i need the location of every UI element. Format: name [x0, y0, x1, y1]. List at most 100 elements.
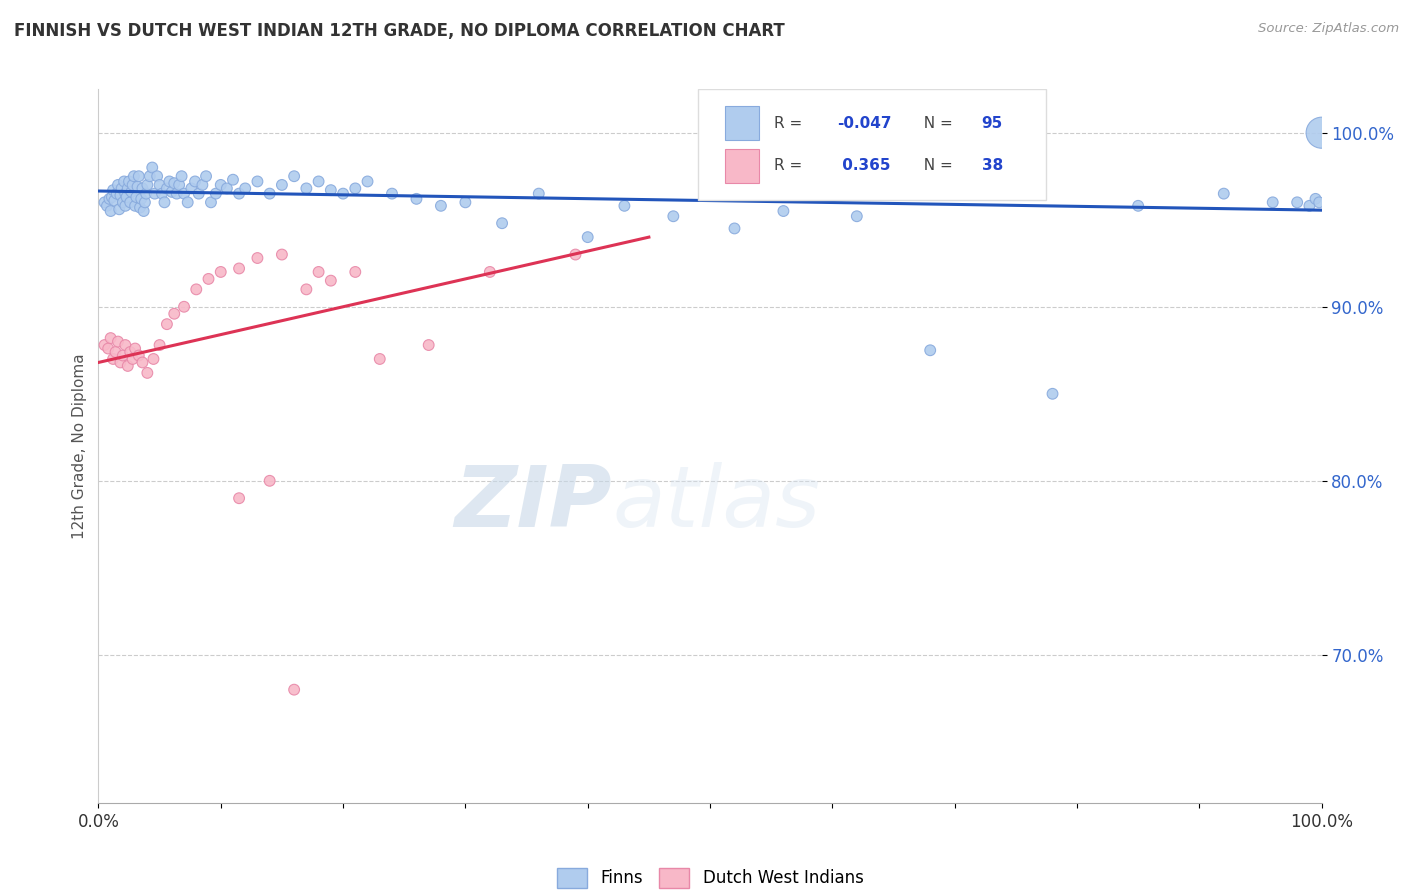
Point — [142, 351, 165, 366]
Point — [723, 221, 745, 235]
Point — [215, 181, 238, 195]
Point — [319, 183, 342, 197]
Point — [613, 199, 636, 213]
Point — [270, 178, 294, 192]
Point — [166, 186, 188, 201]
Point — [93, 195, 115, 210]
Point — [121, 351, 143, 366]
Point — [121, 178, 143, 192]
Point — [108, 202, 131, 217]
Point — [845, 209, 868, 223]
Point — [564, 247, 586, 261]
Point — [967, 186, 990, 201]
Point — [1286, 195, 1309, 210]
Point — [101, 183, 124, 197]
Point — [177, 195, 200, 210]
Point — [200, 195, 222, 210]
Point — [1212, 186, 1234, 201]
Point — [156, 317, 179, 331]
Point — [772, 204, 794, 219]
Point — [122, 169, 145, 184]
Legend: Finns, Dutch West Indians: Finns, Dutch West Indians — [550, 861, 870, 892]
Point — [527, 186, 550, 201]
Point — [101, 351, 124, 366]
Point — [163, 307, 186, 321]
Text: 0.365: 0.365 — [837, 158, 891, 173]
Text: Source: ZipAtlas.com: Source: ZipAtlas.com — [1258, 22, 1399, 36]
Point — [167, 178, 190, 192]
FancyBboxPatch shape — [697, 89, 1046, 200]
Point — [101, 190, 124, 204]
Point — [111, 181, 134, 195]
Point — [576, 230, 599, 244]
Point — [111, 195, 134, 210]
Point — [160, 185, 183, 199]
Point — [205, 186, 228, 201]
Point — [308, 174, 330, 188]
Point — [129, 201, 152, 215]
Point — [246, 251, 269, 265]
Point — [1308, 195, 1330, 210]
Point — [418, 338, 440, 352]
Point — [222, 172, 245, 186]
Point — [170, 169, 193, 184]
Point — [107, 178, 129, 192]
Point — [332, 186, 354, 201]
Point — [107, 334, 129, 349]
Point — [191, 178, 214, 192]
Point — [128, 349, 150, 363]
Point — [143, 186, 166, 201]
Point — [246, 174, 269, 188]
Point — [112, 174, 135, 188]
Point — [131, 181, 153, 195]
Point — [98, 192, 121, 206]
Text: FINNISH VS DUTCH WEST INDIAN 12TH GRADE, NO DIPLOMA CORRELATION CHART: FINNISH VS DUTCH WEST INDIAN 12TH GRADE,… — [14, 22, 785, 40]
Point — [209, 178, 232, 192]
Point — [135, 186, 157, 201]
Point — [1042, 386, 1064, 401]
Point — [110, 355, 132, 369]
Point — [136, 366, 159, 380]
Point — [118, 174, 141, 188]
Point — [368, 351, 391, 366]
Point — [233, 181, 256, 195]
Point — [228, 261, 250, 276]
Point — [1305, 192, 1327, 206]
Point — [405, 192, 427, 206]
Point — [97, 342, 120, 356]
Point — [110, 188, 132, 202]
Point — [1261, 195, 1284, 210]
Point — [180, 181, 202, 195]
Point — [1298, 199, 1320, 213]
Point — [173, 186, 195, 201]
Point — [100, 331, 122, 345]
Point — [125, 190, 148, 204]
Point — [356, 174, 378, 188]
Point — [308, 265, 330, 279]
Point — [120, 185, 142, 199]
Point — [127, 179, 149, 194]
Point — [132, 204, 155, 219]
Point — [115, 190, 138, 204]
Point — [124, 199, 146, 213]
Point — [129, 192, 152, 206]
Point — [184, 174, 207, 188]
Point — [295, 282, 318, 296]
Y-axis label: 12th Grade, No Diploma: 12th Grade, No Diploma — [72, 353, 87, 539]
Text: 95: 95 — [981, 116, 1002, 131]
Point — [454, 195, 477, 210]
Text: ZIP: ZIP — [454, 461, 612, 545]
Text: N =: N = — [914, 116, 957, 131]
Point — [344, 181, 367, 195]
Point — [209, 265, 232, 279]
Text: R =: R = — [773, 158, 807, 173]
Point — [149, 338, 172, 352]
Point — [139, 169, 162, 184]
Point — [344, 265, 367, 279]
Text: 38: 38 — [981, 158, 1002, 173]
Point — [662, 209, 685, 223]
Point — [187, 186, 209, 201]
Point — [157, 174, 180, 188]
Point — [117, 359, 139, 373]
Point — [163, 176, 186, 190]
